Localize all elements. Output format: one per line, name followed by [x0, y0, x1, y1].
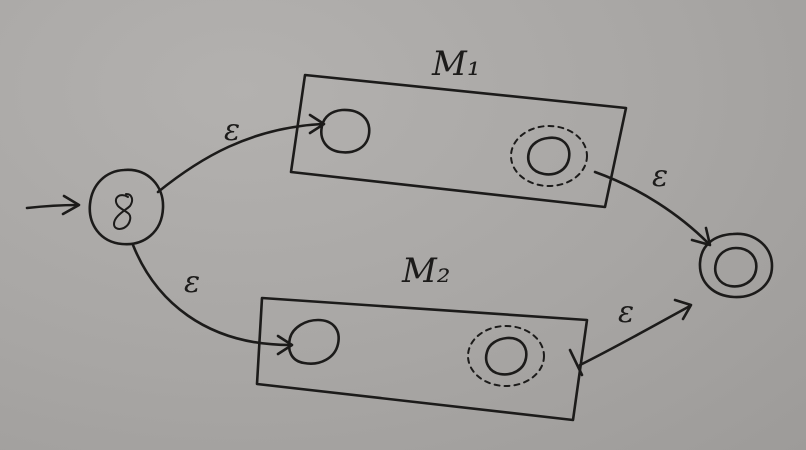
edge-start-to-m1: [156, 113, 326, 194]
edge-m1-to-accept: [593, 170, 712, 247]
new-start-state: [88, 168, 165, 246]
m1-start-state: [320, 108, 371, 154]
epsilon-from-m2: ε: [618, 295, 634, 330]
m2-start-state: [287, 318, 340, 365]
new-accept-state: [698, 232, 774, 299]
machine-m1-box: [289, 73, 628, 209]
epsilon-from-m1: ε: [652, 159, 668, 194]
label-m2: M₂: [401, 251, 450, 291]
epsilon-to-m1: ε: [224, 113, 240, 148]
start-arrow: [25, 194, 81, 216]
label-m1: M₁: [431, 44, 480, 84]
edge-m2-to-accept: [568, 298, 693, 377]
machine-m2-box: [255, 296, 589, 422]
m1-old-accept-state: [510, 125, 588, 187]
epsilon-to-m2: ε: [184, 265, 200, 300]
m2-old-accept-state: [467, 325, 545, 387]
edge-start-to-m2: [131, 243, 294, 356]
